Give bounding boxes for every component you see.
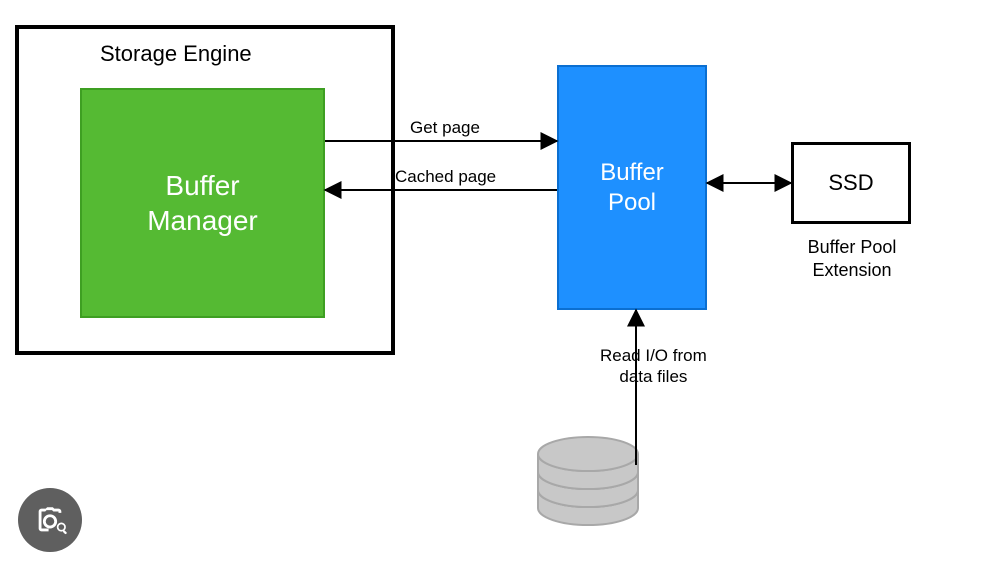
image-search-button[interactable] <box>18 488 82 552</box>
ssd-node: SSD <box>791 142 911 224</box>
camera-icon <box>33 503 67 537</box>
edge-label-cached-page: Cached page <box>395 166 496 187</box>
ssd-label: SSD <box>828 169 873 197</box>
storage-engine-title: Storage Engine <box>100 40 252 68</box>
buffer-pool-label: Buffer Pool <box>600 158 664 218</box>
buffer-pool-node: Buffer Pool <box>557 65 707 310</box>
disk-icon <box>534 451 642 529</box>
edge-label-get-page: Get page <box>410 117 480 138</box>
ssd-caption: Buffer Pool Extension <box>792 236 912 281</box>
edge-label-read-io: Read I/O from data files <box>600 345 707 388</box>
buffer-manager-label: Buffer Manager <box>147 168 258 238</box>
buffer-manager-node: Buffer Manager <box>80 88 325 318</box>
